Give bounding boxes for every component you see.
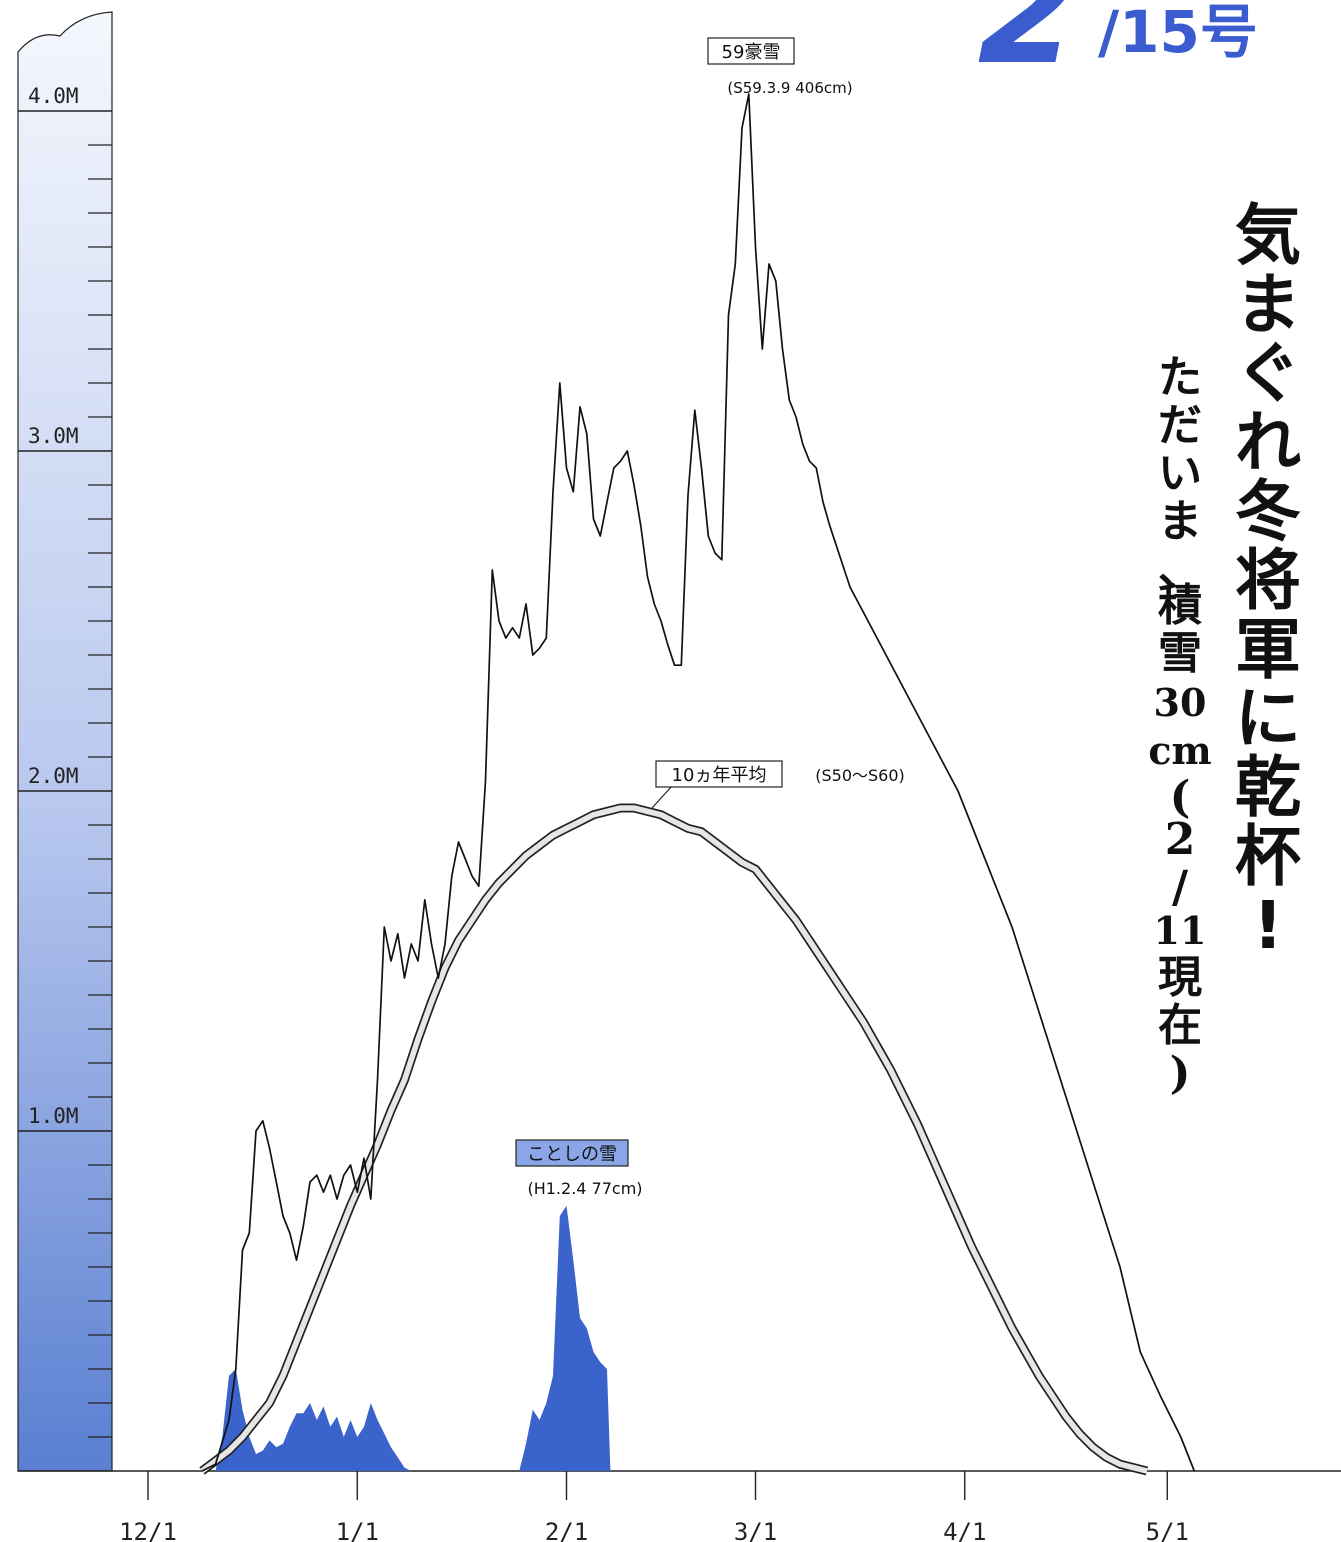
- headline-sub-char: 11: [1154, 908, 1207, 953]
- headline-main-char: 杯: [1235, 818, 1301, 895]
- ruler-body: [17, 11, 113, 1472]
- x-tick-label: 1/1: [336, 1518, 379, 1542]
- series-this-year-area: [215, 1205, 611, 1471]
- issue-badge: 2 /15号: [978, 0, 1258, 97]
- x-tick-label: 4/1: [943, 1518, 986, 1542]
- headline-main-char: ぐ: [1235, 335, 1301, 412]
- this-year-label-box: [515, 1139, 629, 1167]
- headline-main-char: 将: [1235, 542, 1301, 619]
- headline-main-char: !: [1253, 887, 1283, 964]
- ruler-minor-ticks: [88, 144, 112, 1438]
- record-label-box: [707, 37, 795, 65]
- this-year-label: ことしの雪: [527, 1144, 617, 1165]
- issue-number: 2: [978, 0, 1079, 97]
- average-leader-line: [651, 785, 673, 809]
- headline-main-char: ま: [1235, 266, 1301, 343]
- y-scale-ruler: 4.0M 3.0M 2.0M 1.0M: [17, 11, 113, 1472]
- headline-sub-char: 在: [1158, 1000, 1202, 1051]
- headline-sub-char: ): [1170, 1048, 1191, 1099]
- headline-sub-char: /: [1172, 862, 1189, 913]
- headline-sub-char: 、: [1158, 544, 1202, 595]
- headline-sub-char: 雪: [1158, 628, 1202, 679]
- y-tick-label: 1.0M: [28, 1104, 79, 1128]
- headline-main-char: 軍: [1235, 611, 1301, 688]
- y-tick-label: 4.0M: [28, 84, 79, 108]
- x-tick-label: 2/1: [545, 1518, 588, 1542]
- record-label: 59豪雪: [722, 42, 781, 63]
- annotation-average: 10ヵ年平均 (S50〜S60): [651, 760, 905, 809]
- x-tick-label: 12/1: [119, 1518, 177, 1542]
- series-average-outline: [199, 803, 1149, 1476]
- headline-main-char: 乾: [1235, 749, 1301, 826]
- series-layer: [199, 93, 1196, 1476]
- y-tick-label: 3.0M: [28, 424, 79, 448]
- headline-sub-char: 30: [1154, 680, 1207, 725]
- headline-main-char: に: [1235, 680, 1301, 757]
- headline-sub-char: 積: [1158, 580, 1202, 631]
- headline-main-char: 気: [1235, 197, 1301, 274]
- x-axis-ticks: 12/1 1/1 2/1 3/1 4/1 5/1: [119, 1471, 1189, 1542]
- x-tick-label: 5/1: [1146, 1518, 1189, 1542]
- headline-sub-char: cm: [1148, 728, 1211, 773]
- ruler-major-ticks: 4.0M 3.0M 2.0M 1.0M: [18, 84, 112, 1132]
- y-tick-label: 2.0M: [28, 764, 79, 788]
- this-year-note: (H1.2.4 77cm): [527, 1179, 642, 1198]
- headline-sub-char: 現: [1158, 952, 1202, 1003]
- headline-sub-char: い: [1158, 448, 1202, 499]
- annotation-record: 59豪雪 (S59.3.9 406cm): [707, 37, 853, 97]
- average-label-box: [655, 760, 783, 788]
- series-average-line: [200, 805, 1148, 1474]
- x-tick-label: 3/1: [734, 1518, 777, 1542]
- headline-sub-char: 2: [1165, 814, 1196, 865]
- headline-sub-char: だ: [1158, 400, 1202, 451]
- average-note: (S50〜S60): [815, 766, 905, 785]
- headline-main-char: れ: [1235, 404, 1301, 481]
- headline-main-char: 冬: [1235, 473, 1301, 550]
- headline-sub-char: (: [1170, 772, 1191, 823]
- issue-suffix: /15号: [1098, 0, 1258, 66]
- record-note: (S59.3.9 406cm): [727, 79, 852, 97]
- series-record-line: [201, 93, 1196, 1472]
- annotation-this-year: ことしの雪 (H1.2.4 77cm): [515, 1139, 643, 1198]
- headline-sub-char: た: [1158, 352, 1202, 403]
- headline-sub-char: ま: [1158, 496, 1202, 547]
- average-label: 10ヵ年平均: [672, 765, 767, 786]
